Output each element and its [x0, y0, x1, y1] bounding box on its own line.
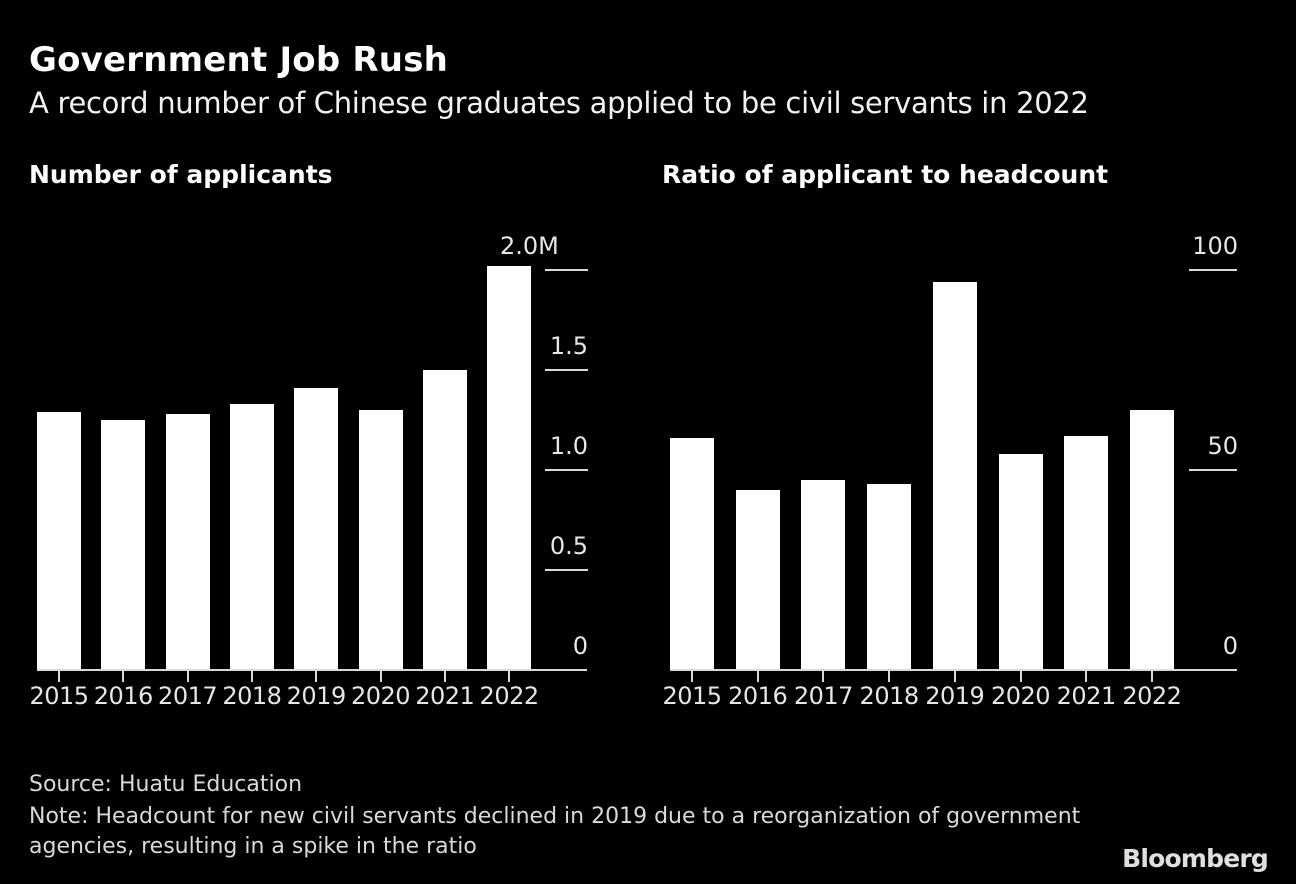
bloomberg-logo: Bloomberg	[1122, 844, 1269, 873]
x-axis-tick	[443, 670, 446, 682]
bar-2022	[1129, 410, 1174, 670]
x-axis-line	[37, 669, 587, 671]
x-axis-tick-label: 2022	[1122, 682, 1182, 710]
bar-2020	[358, 410, 403, 670]
right-chart-title: Ratio of applicant to headcount	[662, 160, 1109, 189]
x-axis-tick	[756, 670, 759, 682]
y-axis-tick-label: 1.5	[549, 332, 588, 360]
x-axis-tick-label: 2019	[286, 682, 347, 710]
x-axis-tick	[953, 670, 956, 682]
x-axis-tick-label: 2019	[925, 682, 985, 710]
bar-2020	[998, 454, 1043, 670]
y-axis-tick-label: 2.0M	[500, 232, 559, 260]
bar-2016	[101, 420, 146, 670]
gridline	[1189, 469, 1237, 471]
source-text: Source: Huatu Education	[29, 772, 303, 797]
bar-2019	[932, 282, 977, 670]
x-axis-tick-label: 2017	[793, 682, 854, 710]
ratio-bar-chart: 0 50 100 2015 2016 2017 2018 2019 2020 2021 2022	[0, 220, 1296, 720]
x-axis-tick	[1085, 670, 1088, 682]
bar-2016	[735, 490, 780, 670]
x-axis-tick-label: 2017	[158, 682, 218, 710]
x-axis-tick	[888, 670, 891, 682]
x-axis-tick	[122, 670, 125, 682]
x-axis-tick-label: 2015	[662, 682, 722, 710]
x-axis-tick-label: 2018	[222, 682, 282, 710]
bar-2017	[165, 414, 210, 670]
x-axis-line	[670, 669, 1237, 671]
x-axis-tick	[379, 670, 382, 682]
y-axis-tick-label: 0	[1222, 632, 1238, 660]
x-axis-tick	[315, 670, 318, 682]
bar-2018	[229, 404, 274, 670]
bar-2017	[801, 480, 846, 670]
x-axis-tick-label: 2016	[93, 682, 154, 710]
bar-2015	[37, 412, 81, 670]
bar-2015	[670, 438, 714, 670]
x-axis-tick	[1150, 670, 1153, 682]
y-axis-tick-label: 50	[1207, 432, 1238, 460]
x-axis-tick-label: 2020	[990, 682, 1051, 710]
chart-title: Government Job Rush	[29, 40, 449, 80]
bar-2019	[294, 388, 339, 670]
x-axis-tick	[186, 670, 189, 682]
x-axis-tick-label: 2021	[1056, 682, 1117, 710]
x-axis-tick-label: 2021	[415, 682, 475, 710]
x-axis-tick	[250, 670, 253, 682]
y-axis-tick-label: 0.5	[549, 532, 588, 560]
bar-2022	[487, 266, 532, 670]
bar-2021	[1064, 436, 1109, 670]
y-axis-tick-label: 1.0	[549, 432, 588, 460]
bar-2018	[867, 484, 912, 670]
x-axis-tick	[58, 670, 60, 682]
x-axis-tick-label: 2018	[859, 682, 920, 710]
y-axis-tick-label: 100	[1192, 232, 1238, 260]
y-axis-tick-label: 0	[572, 632, 588, 660]
x-axis-tick	[822, 670, 825, 682]
note-text: Note: Headcount for new civil servants d…	[29, 804, 1081, 859]
bar-2021	[422, 370, 467, 670]
x-axis-tick-label: 2015	[29, 682, 89, 710]
gridline	[545, 369, 588, 371]
chart-subtitle: A record number of Chinese graduates app…	[29, 86, 1089, 120]
gridline	[545, 469, 588, 471]
gridline	[1189, 269, 1237, 271]
gridline	[545, 569, 588, 571]
x-axis-tick	[1019, 670, 1022, 682]
x-axis-tick	[508, 670, 511, 682]
x-axis-tick-label: 2016	[728, 682, 788, 710]
x-axis-tick-label: 2020	[350, 682, 411, 710]
gridline	[545, 269, 588, 271]
applicants-bar-chart: 0 0.5 1.0 1.5 2.0M 2015 2016 2017 2018 2019 2020 20…	[0, 220, 640, 720]
x-axis-tick	[691, 670, 693, 682]
x-axis-tick-label: 2022	[479, 682, 540, 710]
left-chart-title: Number of applicants	[29, 160, 333, 189]
